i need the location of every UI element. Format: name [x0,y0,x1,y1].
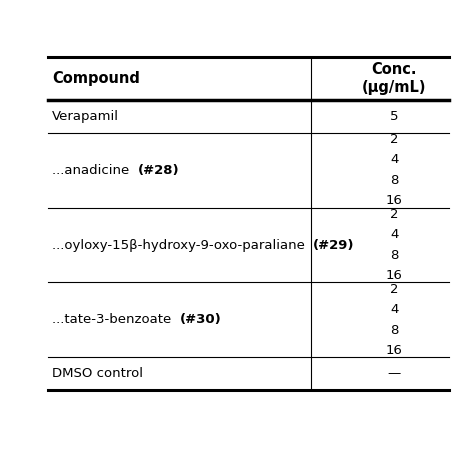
Text: 2
4
8
16: 2 4 8 16 [386,283,403,357]
Text: —: — [388,367,401,380]
Text: 2
4
8
16: 2 4 8 16 [386,133,403,208]
Text: ...anadicine: ...anadicine [52,164,137,177]
Text: (#30): (#30) [180,313,221,326]
Text: Conc.
(μg/mL): Conc. (μg/mL) [362,62,427,95]
Text: ...oyloxy-15β-hydroxy-9-oxo-paraliane: ...oyloxy-15β-hydroxy-9-oxo-paraliane [52,238,313,252]
Text: (#28): (#28) [137,164,179,177]
Text: 2
4
8
16: 2 4 8 16 [386,208,403,283]
Text: 5: 5 [390,110,399,123]
Text: (#29): (#29) [313,238,355,252]
Text: DMSO control: DMSO control [52,367,143,380]
Text: Compound: Compound [52,71,140,86]
Text: Verapamil: Verapamil [52,110,119,123]
Text: ...tate-3-benzoate: ...tate-3-benzoate [52,313,180,326]
